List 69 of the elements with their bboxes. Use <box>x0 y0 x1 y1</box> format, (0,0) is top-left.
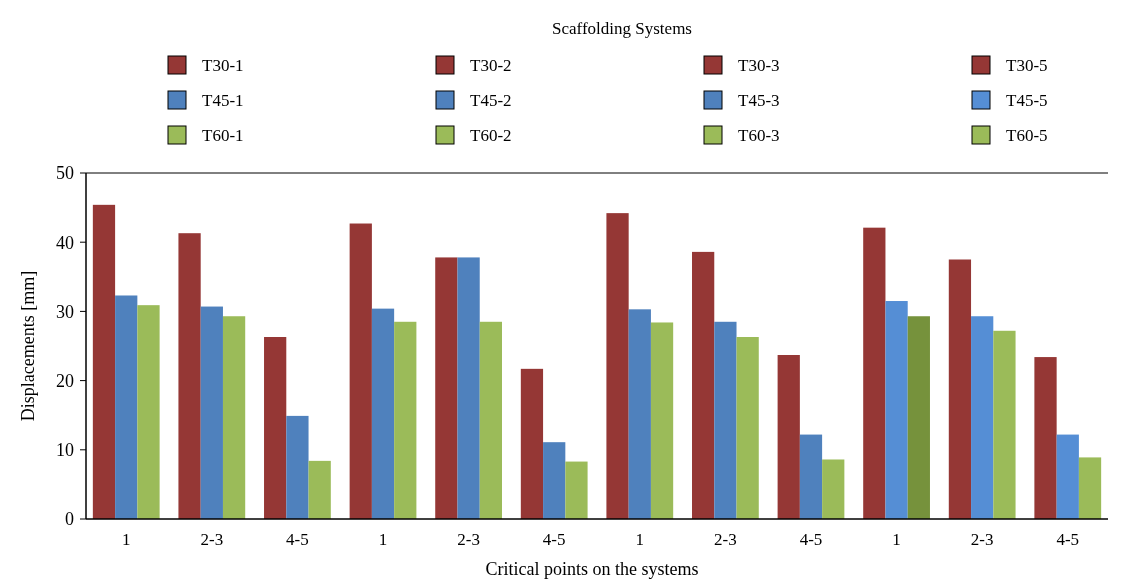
y-axis-title: Displacements [mm] <box>18 270 38 422</box>
x-tick-label: 4-5 <box>799 530 823 549</box>
legend-label: T60-2 <box>470 126 512 145</box>
y-tick-label: 0 <box>65 509 74 530</box>
bar <box>520 368 544 519</box>
bar <box>92 204 116 519</box>
bar <box>286 415 309 519</box>
bar <box>628 309 651 519</box>
bar <box>907 316 930 519</box>
x-tick-label: 2-3 <box>970 530 994 549</box>
bar <box>822 459 845 519</box>
bar <box>115 295 138 519</box>
legend-label: T60-3 <box>738 126 780 145</box>
legend-label: T30-1 <box>202 56 244 75</box>
legend-label: T30-3 <box>738 56 780 75</box>
bar <box>736 337 759 519</box>
bar <box>371 308 395 519</box>
bar <box>1056 434 1079 519</box>
bar <box>543 442 566 519</box>
bar <box>1034 357 1057 519</box>
x-tick-label: 1 <box>892 530 901 549</box>
bar <box>457 257 480 519</box>
y-tick-label: 30 <box>56 301 74 322</box>
bar <box>650 322 674 519</box>
legend-label: T60-1 <box>202 126 244 145</box>
legend-label: T45-1 <box>202 91 244 110</box>
legend-label: T30-5 <box>1006 56 1048 75</box>
bar <box>479 321 502 519</box>
y-tick-label: 10 <box>56 440 74 461</box>
x-tick-label: 1 <box>121 530 131 549</box>
legend-label: T45-2 <box>470 91 512 110</box>
bar <box>948 259 972 519</box>
bar <box>264 337 287 519</box>
bar <box>222 316 246 519</box>
x-tick-label: 1 <box>378 530 388 549</box>
x-axis-title: Critical points on the systems <box>485 559 699 579</box>
legend-label: T45-3 <box>738 91 780 110</box>
legend-label: T45-5 <box>1006 91 1048 110</box>
bar <box>885 301 908 519</box>
x-tick-label: 1 <box>635 530 645 549</box>
legend-title: Scaffolding Systems <box>552 19 692 38</box>
x-tick-label: 4-5 <box>1056 530 1080 549</box>
x-tick-label: 2-3 <box>200 530 224 549</box>
bar <box>565 461 588 519</box>
bar <box>863 227 886 519</box>
bar <box>137 305 160 519</box>
x-tick-label: 2-3 <box>457 530 480 549</box>
x-tick-label: 4-5 <box>286 530 309 549</box>
y-tick-label: 40 <box>56 232 74 253</box>
bar <box>692 251 715 519</box>
bar <box>714 321 737 519</box>
legend-label: T30-2 <box>470 56 512 75</box>
x-tick-label: 2-3 <box>714 530 737 549</box>
bar <box>435 257 458 519</box>
bar <box>777 355 800 519</box>
bar <box>200 306 223 519</box>
bar <box>349 223 372 519</box>
bar <box>394 321 417 519</box>
bar <box>993 330 1016 519</box>
bar <box>606 213 629 519</box>
bar <box>308 460 331 519</box>
y-tick-label: 20 <box>56 370 74 391</box>
legend-label: T60-5 <box>1006 126 1048 145</box>
y-tick-label: 50 <box>56 163 74 184</box>
bar <box>971 316 994 519</box>
x-tick-label: 4-5 <box>542 530 566 549</box>
bar <box>1078 457 1102 519</box>
bar <box>799 434 823 519</box>
bar <box>178 233 201 519</box>
